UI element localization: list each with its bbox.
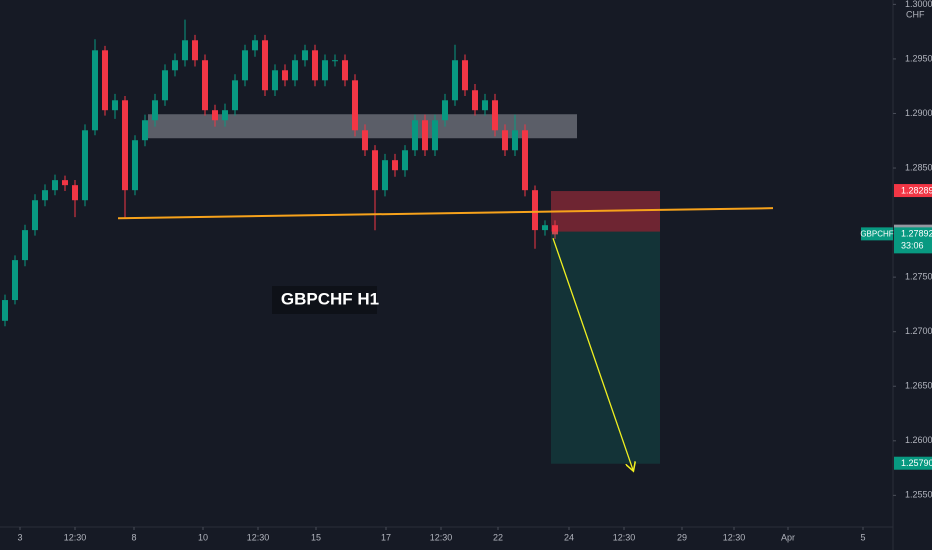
x-tick-label: 12:30 <box>430 532 453 542</box>
candle-body <box>42 190 48 201</box>
x-tick-label: Apr <box>781 532 795 542</box>
candle-body <box>102 50 108 111</box>
x-tick-label: 10 <box>198 532 208 542</box>
candle-body <box>132 140 138 191</box>
candle-body <box>422 120 428 151</box>
candle-body <box>332 60 338 62</box>
candle-body <box>232 80 238 111</box>
price-tag-label: 1.27892 <box>901 229 932 239</box>
x-tick-label: 22 <box>493 532 503 542</box>
candle-body <box>52 180 58 191</box>
candle-body <box>12 260 18 301</box>
title-background <box>272 286 377 314</box>
x-tick-label: 12:30 <box>247 532 270 542</box>
candle-body <box>362 130 368 151</box>
candle-body <box>112 100 118 111</box>
candle-body <box>222 110 228 121</box>
candle-body <box>522 130 528 191</box>
countdown-label: 33:06 <box>901 241 924 251</box>
price-tag-label: 1.28289 <box>901 185 932 195</box>
candle-body <box>252 40 258 51</box>
candle-body <box>532 190 538 231</box>
candle-body <box>352 80 358 131</box>
price-tag-label: 1.25790 <box>901 458 932 468</box>
candle-body <box>202 60 208 111</box>
candle-body <box>542 225 548 231</box>
y-tick-label: 1.25500 <box>905 490 932 500</box>
candle-body <box>182 40 188 61</box>
symbol-tag <box>861 227 893 241</box>
candle-body <box>272 70 278 91</box>
y-tick-label: 1.27500 <box>905 272 932 282</box>
currency-label: CHF <box>906 10 925 20</box>
candle-body <box>402 150 408 171</box>
candle-body <box>302 50 308 61</box>
candle-body <box>462 60 468 91</box>
candle-body <box>432 120 438 151</box>
y-tick-label: 1.29000 <box>905 108 932 118</box>
x-tick-label: 12:30 <box>613 532 636 542</box>
price-tag-box <box>894 227 932 254</box>
candle-body <box>452 60 458 101</box>
candle-body <box>472 90 478 111</box>
y-tick-label: 1.30000 <box>905 0 932 9</box>
x-tick-label: 3 <box>17 532 22 542</box>
candle-body <box>292 60 298 81</box>
candle-body <box>322 60 328 81</box>
candle-body <box>22 230 28 261</box>
candle-body <box>172 60 178 71</box>
arrow <box>552 237 633 470</box>
candle-body <box>412 120 418 151</box>
candle-body <box>512 130 518 151</box>
candle-body <box>242 50 248 81</box>
candle-body <box>262 40 268 91</box>
candle-body <box>122 100 128 191</box>
candle-body <box>212 110 218 121</box>
x-tick-label: 12:30 <box>64 532 87 542</box>
candle-body <box>82 130 88 201</box>
candle-body <box>372 150 378 191</box>
candle-body <box>32 200 38 231</box>
x-tick-label: 12:30 <box>723 532 746 542</box>
y-tick-label: 1.26000 <box>905 435 932 445</box>
x-tick-label: 8 <box>131 532 136 542</box>
candle-body <box>342 60 348 81</box>
candle-body <box>282 70 288 81</box>
x-tick-label: 29 <box>677 532 687 542</box>
candle-body <box>142 120 148 141</box>
candle-body <box>62 180 68 186</box>
candle-body <box>162 70 168 101</box>
x-tick-label: 5 <box>860 532 865 542</box>
candle-body <box>2 300 8 321</box>
candle-body <box>482 100 488 111</box>
target-zone <box>551 231 660 464</box>
candle-body <box>92 50 98 131</box>
symbol-label: GBPCHF <box>860 229 893 238</box>
x-tick-label: 15 <box>311 532 321 542</box>
candle-body <box>552 225 558 235</box>
candle-body <box>192 40 198 61</box>
candle-body <box>312 50 318 81</box>
y-tick-label: 1.27000 <box>905 326 932 336</box>
chart-title: GBPCHF H1 <box>281 289 379 308</box>
candle-body <box>442 100 448 121</box>
y-tick-label: 1.26500 <box>905 381 932 391</box>
price-tag-box <box>894 456 932 470</box>
candle-body <box>502 130 508 151</box>
trend-line <box>117 207 774 220</box>
y-tick-label: 1.28500 <box>905 162 932 172</box>
candle-body <box>492 100 498 131</box>
x-tick-label: 17 <box>381 532 391 542</box>
x-tick-label: 24 <box>564 532 574 542</box>
price-tag-box <box>894 184 932 198</box>
candle-body <box>152 100 158 121</box>
y-tick-label: 1.29500 <box>905 53 932 63</box>
candle-body <box>392 160 398 171</box>
candle-body <box>382 160 388 191</box>
candle-body <box>72 185 78 201</box>
